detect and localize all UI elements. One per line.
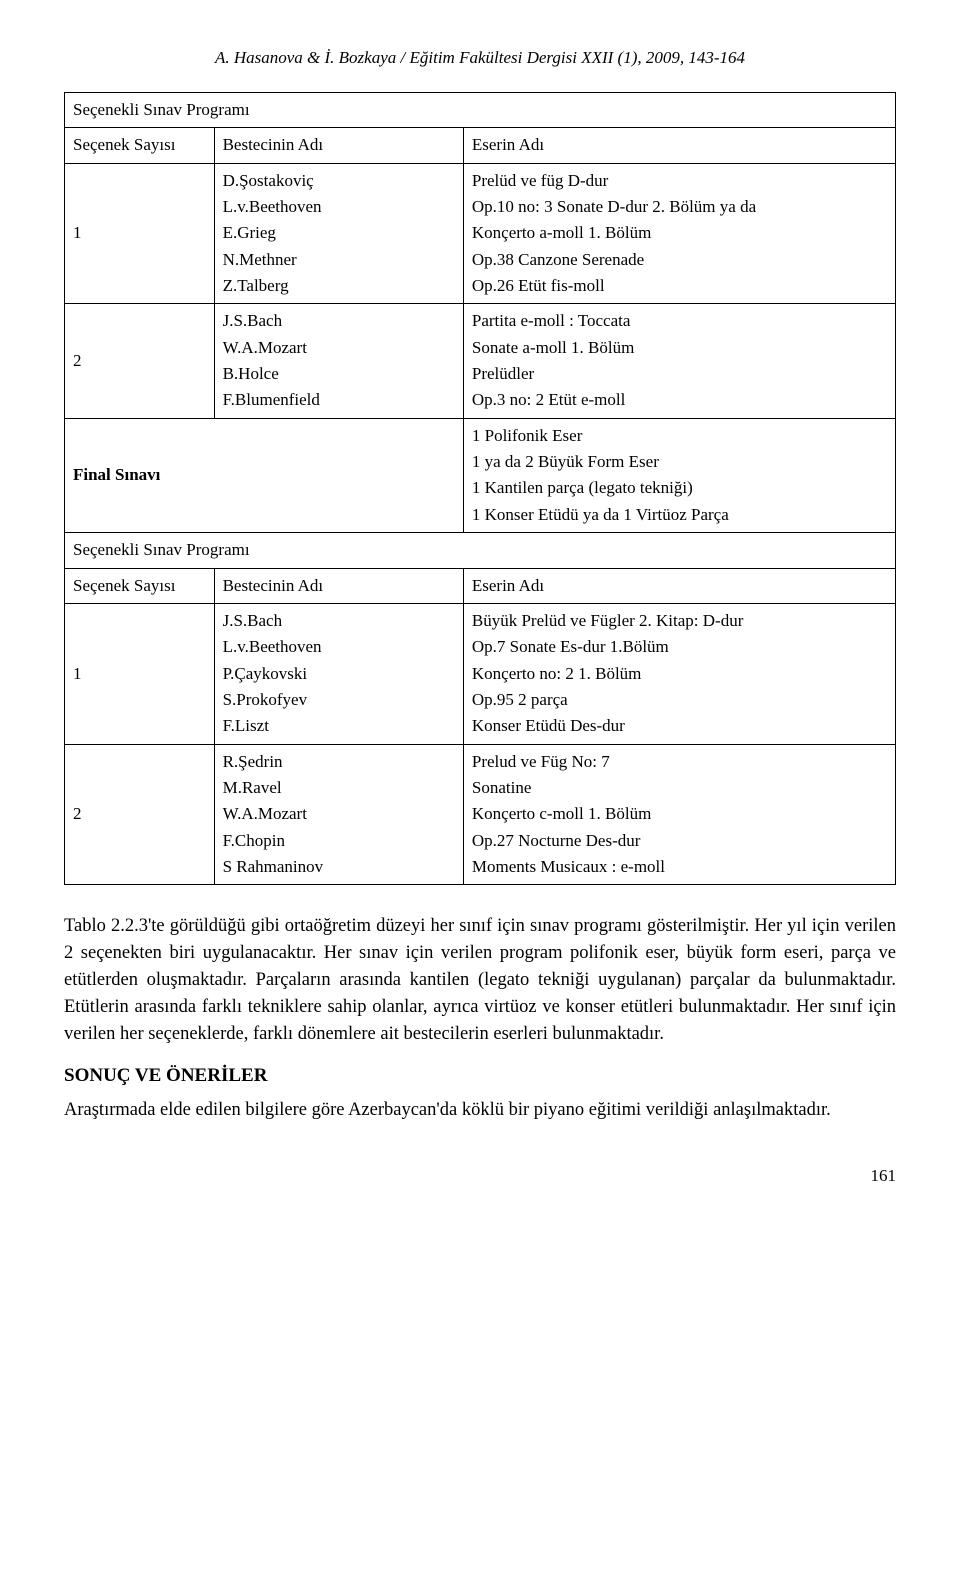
- table-row: 2 J.S.BachW.A.MozartB.HolceF.Blumenfield…: [65, 304, 896, 418]
- body-paragraph: Tablo 2.2.3'te görüldüğü gibi ortaöğreti…: [64, 913, 896, 1047]
- option-number: 2: [65, 304, 215, 418]
- table-header-row: Seçenek Sayısı Bestecinin Adı Eserin Adı: [65, 568, 896, 603]
- final-exam-row: Final Sınavı 1 Polifonik Eser1 ya da 2 B…: [65, 418, 896, 532]
- table-row: 2 R.ŞedrinM.RavelW.A.MozartF.ChopinS Rah…: [65, 744, 896, 885]
- body-paragraph: Araştırmada elde edilen bilgilere göre A…: [64, 1097, 896, 1124]
- table-row: 1 J.S.BachL.v.BeethovenP.ÇaykovskiS.Prok…: [65, 603, 896, 744]
- header-col-1: Seçenek Sayısı: [65, 568, 215, 603]
- section-heading: SONUÇ VE ÖNERİLER: [64, 1065, 896, 1087]
- final-exam-content: 1 Polifonik Eser1 ya da 2 Büyük Form Ese…: [463, 418, 895, 532]
- work-list: Prelüd ve füg D-durOp.10 no: 3 Sonate D-…: [463, 163, 895, 304]
- section-title: Seçenekli Sınav Programı: [65, 93, 896, 128]
- option-number: 1: [65, 163, 215, 304]
- composer-list: J.S.BachW.A.MozartB.HolceF.Blumenfield: [214, 304, 463, 418]
- header-col-1: Seçenek Sayısı: [65, 128, 215, 163]
- composer-list: D.ŞostakoviçL.v.BeethovenE.GriegN.Methne…: [214, 163, 463, 304]
- header-col-3: Eserin Adı: [463, 128, 895, 163]
- composer-list: R.ŞedrinM.RavelW.A.MozartF.ChopinS Rahma…: [214, 744, 463, 885]
- composer-list: J.S.BachL.v.BeethovenP.ÇaykovskiS.Prokof…: [214, 603, 463, 744]
- option-number: 1: [65, 603, 215, 744]
- work-list: Prelud ve Füg No: 7SonatineKonçerto c-mo…: [463, 744, 895, 885]
- section-title: Seçenekli Sınav Programı: [65, 533, 896, 568]
- journal-header: A. Hasanova & İ. Bozkaya / Eğitim Fakült…: [64, 48, 896, 68]
- program-table: Seçenekli Sınav Programı Seçenek Sayısı …: [64, 92, 896, 885]
- page-number: 161: [64, 1166, 896, 1186]
- header-col-3: Eserin Adı: [463, 568, 895, 603]
- table-row: 1 D.ŞostakoviçL.v.BeethovenE.GriegN.Meth…: [65, 163, 896, 304]
- header-col-2: Bestecinin Adı: [214, 568, 463, 603]
- work-list: Büyük Prelüd ve Fügler 2. Kitap: D-durOp…: [463, 603, 895, 744]
- work-list: Partita e-moll : ToccataSonate a-moll 1.…: [463, 304, 895, 418]
- header-col-2: Bestecinin Adı: [214, 128, 463, 163]
- option-number: 2: [65, 744, 215, 885]
- final-exam-label: Final Sınavı: [65, 418, 464, 532]
- table-header-row: Seçenek Sayısı Bestecinin Adı Eserin Adı: [65, 128, 896, 163]
